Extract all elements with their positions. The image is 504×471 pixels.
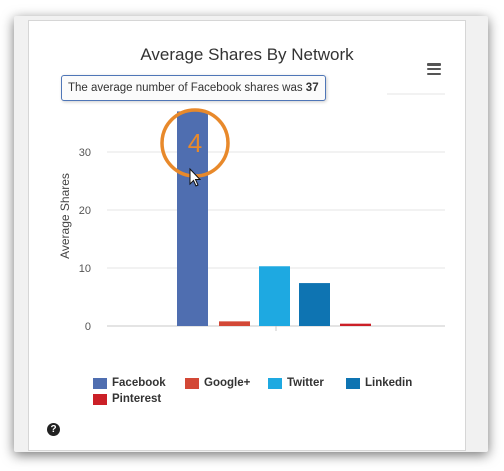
- legend-swatch: [268, 377, 282, 389]
- chart-tooltip: The average number of Facebook shares wa…: [61, 75, 326, 101]
- legend-item-facebook[interactable]: Facebook: [93, 377, 166, 389]
- legend-swatch: [93, 393, 107, 405]
- bar-linkedin: [299, 283, 330, 326]
- legend-swatch: [185, 377, 199, 389]
- y-tick-label: 10: [79, 263, 91, 275]
- legend-label: Google+: [204, 377, 251, 389]
- legend-item-pinterest[interactable]: Pinterest: [93, 393, 161, 405]
- legend-label: Twitter: [287, 377, 324, 389]
- y-tick-label: 30: [79, 147, 91, 159]
- bar-pinterest: [340, 323, 371, 326]
- y-axis-label: Average Shares: [58, 173, 72, 259]
- legend-item-twitter[interactable]: Twitter: [268, 377, 324, 389]
- legend-swatch: [346, 377, 360, 389]
- hamburger-menu-icon[interactable]: [427, 63, 441, 76]
- chart-title: Average Shares By Network: [140, 45, 354, 64]
- legend-label: Facebook: [112, 377, 166, 389]
- legend-item-linkedin[interactable]: Linkedin: [346, 377, 412, 389]
- legend-label: Linkedin: [365, 377, 413, 389]
- y-tick-label: 20: [79, 205, 91, 217]
- legend-item-googleplus[interactable]: Google+: [185, 377, 250, 389]
- legend-label: Pinterest: [112, 393, 162, 405]
- y-tick-label: 0: [85, 321, 91, 333]
- chart-panel: Average Shares By Network 0 10 20 30 Average…: [28, 20, 466, 451]
- bar-googleplus: [219, 321, 250, 326]
- bar-twitter: [259, 266, 290, 326]
- step-annotation-number: 4: [188, 128, 202, 158]
- tooltip-text: The average number of Facebook shares wa…: [68, 82, 306, 94]
- bar-facebook: [177, 111, 208, 327]
- legend-swatch: [93, 377, 107, 389]
- mouse-cursor-icon: [189, 167, 202, 187]
- question-circle-icon[interactable]: ?: [47, 423, 60, 436]
- tooltip-value: 37: [305, 82, 319, 94]
- chart-plot: 0 10 20 30 Average Shares 4: [58, 93, 445, 333]
